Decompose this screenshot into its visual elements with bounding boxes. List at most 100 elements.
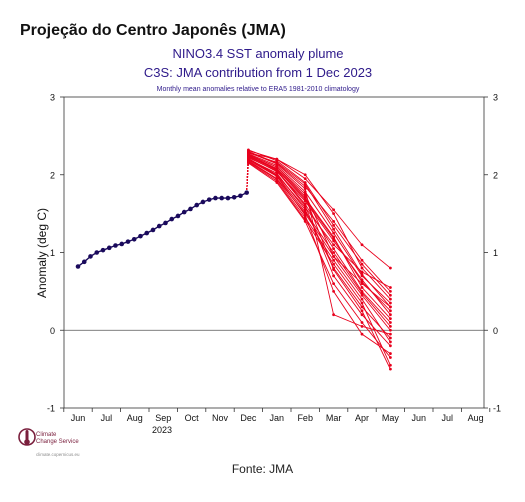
observed-point [144, 230, 150, 236]
x-year-label: 2023 [152, 425, 172, 435]
forecast-point [360, 280, 364, 284]
forecast-point [332, 313, 335, 317]
forecast-member-line [248, 158, 391, 288]
forecast-point [360, 321, 364, 324]
y-tick-label-right: 1 [493, 248, 498, 258]
forecast-point [360, 258, 364, 262]
forecast-member-line [248, 151, 391, 335]
forecast-point [389, 356, 392, 359]
y-tick-label-right: -1 [493, 404, 501, 414]
forecast-point [389, 328, 392, 332]
observed-point [100, 247, 106, 253]
forecast-point [275, 179, 279, 183]
observed-point [181, 209, 187, 215]
y-tick-label-right: 3 [493, 93, 498, 103]
x-tick-label: Apr [355, 413, 369, 423]
observed-point [138, 233, 143, 239]
observed-point [188, 206, 193, 212]
observed-point [150, 227, 156, 233]
forecast-point [332, 212, 335, 216]
forecast-point [332, 223, 335, 227]
forecast-point [303, 206, 307, 209]
plot-frame [63, 96, 485, 409]
forecast-point [332, 243, 335, 247]
forecast-point [389, 286, 392, 289]
observed-point [194, 202, 200, 208]
c3s-logo [18, 428, 36, 446]
forecast-point [360, 301, 364, 305]
forecast-member-line [248, 161, 391, 343]
forecast-member-line [248, 160, 391, 308]
forecast-point [332, 282, 335, 285]
forecast-point [303, 218, 307, 222]
logo-bulb-icon [24, 439, 30, 445]
source-caption: Fonte: JMA [231, 462, 294, 476]
forecast-point [275, 167, 279, 171]
forecast-point [332, 220, 335, 223]
observed-point [125, 239, 131, 244]
forecast-point [303, 198, 307, 202]
observed-point [119, 241, 125, 247]
forecast-point [332, 258, 335, 262]
observed-line [77, 192, 248, 268]
logo-thermometer-icon [25, 430, 29, 442]
forecast-member-line [248, 152, 391, 308]
x-tick-label: Feb [297, 413, 313, 423]
forecast-point [332, 231, 335, 235]
x-tick-label: Nov [212, 413, 229, 423]
forecast-point [332, 289, 335, 293]
observed-point [244, 190, 249, 195]
x-tick-label: Oct [185, 413, 200, 423]
y-tick-label-left: 3 [50, 93, 55, 103]
observed-point [88, 254, 93, 259]
nino-plume-chart: NINO3.4 SST anomaly plume C3S: JMA contr… [35, 46, 501, 435]
forecast-point [332, 268, 335, 272]
chart-subtitle: C3S: JMA contribution from 1 Dec 2023 [144, 65, 372, 80]
forecast-point [332, 262, 335, 266]
forecast-point [389, 340, 392, 344]
forecast-point [275, 174, 279, 177]
forecast-point [360, 309, 364, 313]
forecast-member-line [248, 156, 391, 315]
y-tick-label-right: 0 [493, 326, 498, 336]
x-tick-label: Dec [240, 413, 257, 423]
forecast-point [389, 317, 392, 320]
forecast-member-line [248, 161, 391, 366]
observed-point [225, 195, 231, 201]
forecast-point [360, 286, 364, 289]
forecast-point [360, 324, 364, 328]
observed-point [231, 194, 237, 200]
logo-text: Climate Change Service [36, 432, 79, 446]
forecast-point [360, 293, 364, 297]
observed-point [219, 195, 225, 201]
forecast-point [303, 173, 307, 177]
x-tick-label: Aug [127, 413, 143, 423]
forecast-member-line [248, 154, 391, 319]
forecast-point [389, 293, 392, 297]
observed-point [81, 259, 87, 265]
observed-point [238, 193, 243, 199]
forecast-point [275, 160, 279, 164]
logo-line1: Climate [36, 432, 57, 438]
y-tick-label-left: -1 [47, 404, 55, 414]
forecast-point [360, 272, 364, 276]
forecast-point [389, 301, 392, 305]
forecast-point [332, 254, 335, 258]
forecast-point [389, 336, 392, 340]
y-tick-label-left: 2 [50, 170, 55, 180]
forecast-point [389, 363, 392, 367]
forecast-point [360, 332, 364, 336]
forecast-point [389, 297, 392, 301]
forecast-point [389, 305, 392, 309]
x-tick-label: Sep [155, 413, 171, 423]
forecast-point [389, 324, 392, 328]
forecast-point [303, 182, 307, 186]
logo-url: climate.copernicus.eu [36, 452, 80, 457]
x-tick-label: Jun [71, 413, 86, 423]
chart-title: NINO3.4 SST anomaly plume [173, 46, 344, 61]
observed-point [213, 195, 218, 201]
forecast-point [332, 237, 335, 240]
forecast-point [360, 313, 364, 317]
logo-line2: Change Service [36, 439, 79, 445]
forecast-member-line [248, 154, 391, 370]
